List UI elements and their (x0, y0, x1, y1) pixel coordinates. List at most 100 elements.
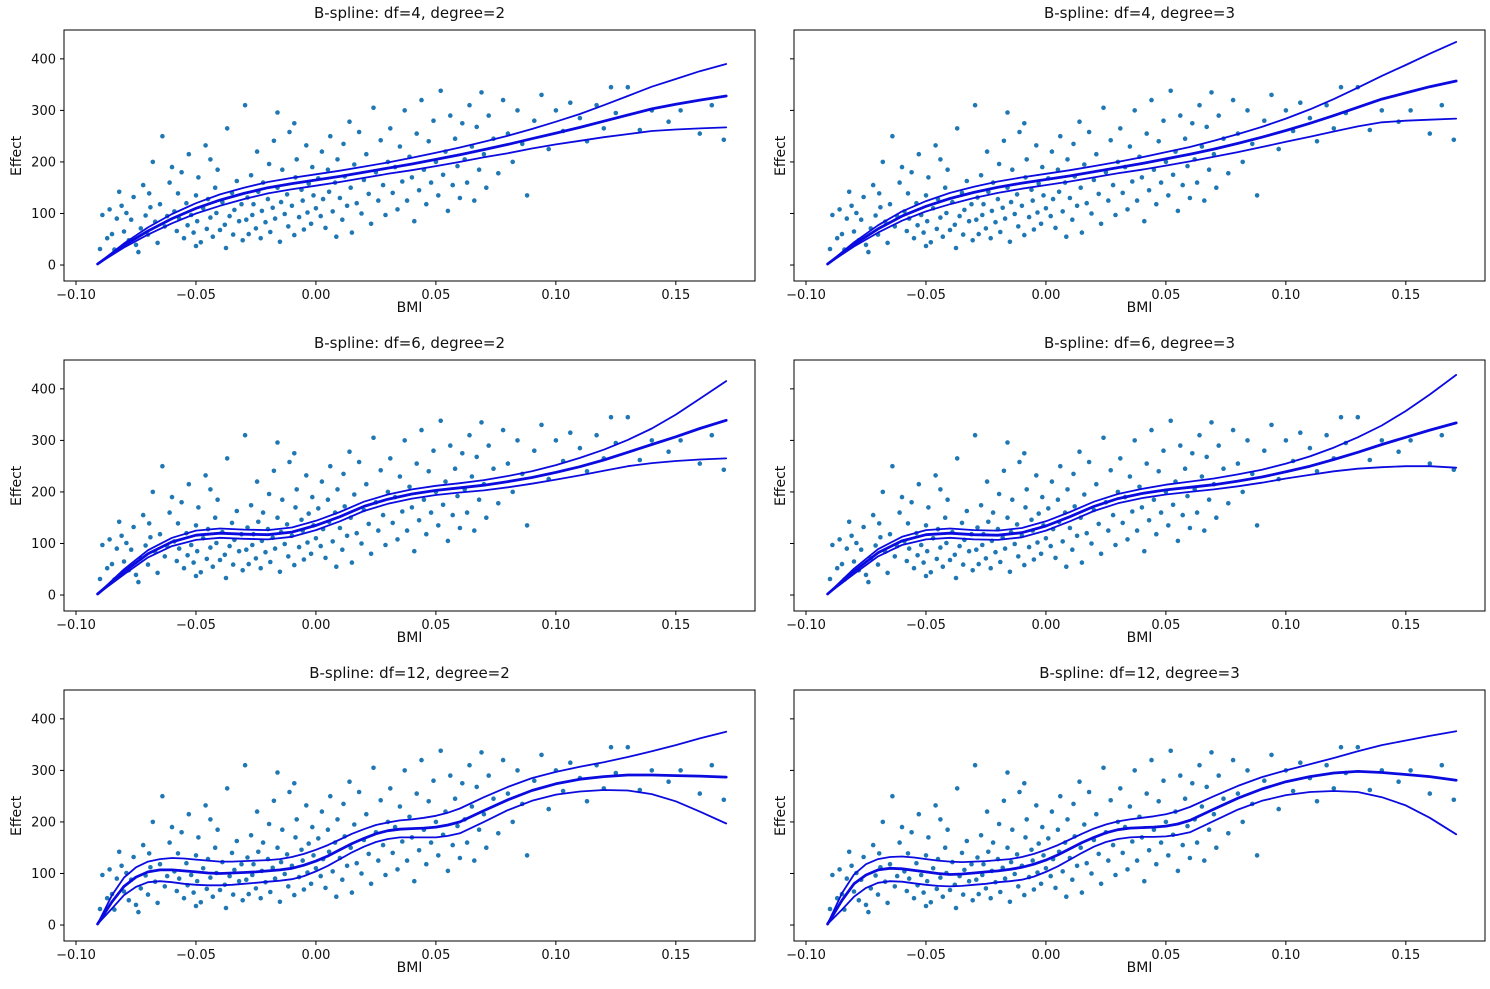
scatter-points (97, 744, 727, 915)
subplot-df6-deg3: −0.10 −0.05 0.00 0.05 0.10 0.15 B-spline: df=… (730, 330, 1490, 660)
svg-text:0.10: 0.10 (1271, 618, 1300, 633)
svg-text:−0.10: −0.10 (56, 288, 96, 303)
subplot-title: B-spline: df=4, degree=3 (1043, 4, 1236, 22)
subplot-df12-deg2: −0.10 −0.05 0.00 0.05 0.10 0.15 0 100 200 300 400 … (0, 660, 760, 989)
spline-fit-line (96, 773, 728, 926)
plot-border (63, 689, 756, 942)
subplot-df4-deg2: −0.10 −0.05 0.00 0.05 0.10 0.15 0 100 200 300 400 … (0, 0, 760, 330)
y-axis-ticks (790, 58, 794, 266)
svg-text:0.10: 0.10 (541, 618, 570, 633)
ci-upper-line (96, 63, 728, 265)
svg-text:100: 100 (31, 207, 56, 222)
svg-text:−0.05: −0.05 (906, 288, 946, 303)
y-axis-ticks: 0 100 200 300 400 (31, 52, 64, 274)
svg-text:0.15: 0.15 (1391, 618, 1420, 633)
x-axis-ticks: −0.10 −0.05 0.00 0.05 0.10 0.15 (56, 941, 690, 963)
spline-fit-line (826, 770, 1458, 926)
y-axis-label: Effect (9, 465, 25, 506)
ci-lower-line (826, 117, 1458, 265)
ci-lower-line (96, 126, 728, 265)
svg-text:0.00: 0.00 (301, 288, 330, 303)
svg-text:−0.10: −0.10 (56, 948, 96, 963)
plot-border (793, 689, 1486, 942)
scatter-points (97, 414, 727, 585)
spline-fit-line (826, 79, 1458, 266)
svg-text:0.15: 0.15 (661, 618, 690, 633)
svg-text:0.15: 0.15 (1391, 948, 1420, 963)
x-axis-label: BMI (396, 630, 423, 646)
subplot-title: B-spline: df=6, degree=3 (1043, 334, 1236, 352)
svg-text:0: 0 (48, 919, 56, 934)
y-axis-ticks (790, 718, 794, 926)
svg-text:0.05: 0.05 (1151, 948, 1180, 963)
svg-text:0.05: 0.05 (1151, 288, 1180, 303)
ci-lower-line (96, 457, 728, 595)
y-axis-ticks: 0 100 200 300 400 (31, 712, 64, 934)
subplot-df4-deg2-canvas: −0.10 −0.05 0.00 0.05 0.10 0.15 0 100 200 300 400 (31, 29, 756, 303)
y-axis-label: Effect (773, 795, 789, 836)
subplot-title: B-spline: df=4, degree=2 (313, 4, 506, 22)
plot-border (793, 359, 1486, 612)
svg-text:200: 200 (31, 815, 56, 830)
subplot-df4-deg3: −0.10 −0.05 0.00 0.05 0.10 0.15 B-spline: df=… (730, 0, 1490, 330)
plot-border (793, 29, 1486, 282)
x-axis-ticks: −0.10 −0.05 0.00 0.05 0.10 0.15 (56, 281, 690, 303)
svg-text:−0.05: −0.05 (176, 948, 216, 963)
x-axis-label: BMI (396, 960, 423, 976)
x-axis-label: BMI (396, 300, 423, 316)
y-axis-label: Effect (773, 135, 789, 176)
svg-text:0: 0 (48, 259, 56, 274)
spline-fit-line (96, 94, 728, 266)
svg-text:0.00: 0.00 (1031, 288, 1060, 303)
subplot-df6-deg2: −0.10 −0.05 0.00 0.05 0.10 0.15 0 100 200 300 400 … (0, 330, 760, 660)
svg-text:0.15: 0.15 (661, 948, 690, 963)
svg-text:0.10: 0.10 (1271, 288, 1300, 303)
svg-text:0.00: 0.00 (301, 618, 330, 633)
subplot-title: B-spline: df=6, degree=2 (313, 334, 506, 352)
svg-text:300: 300 (31, 434, 56, 449)
svg-text:0.05: 0.05 (421, 948, 450, 963)
subplot-df6-deg2-canvas: −0.10 −0.05 0.00 0.05 0.10 0.15 0 100 200 300 400 (31, 359, 756, 633)
svg-text:100: 100 (31, 867, 56, 882)
svg-text:400: 400 (31, 712, 56, 727)
y-axis-ticks: 0 100 200 300 400 (31, 382, 64, 604)
ci-upper-line (96, 380, 728, 595)
svg-text:0.15: 0.15 (1391, 288, 1420, 303)
svg-text:−0.10: −0.10 (786, 948, 826, 963)
ci-upper-line (826, 41, 1458, 265)
x-axis-label: BMI (1126, 630, 1153, 646)
y-axis-label: Effect (773, 465, 789, 506)
subplot-df12-deg3-canvas: −0.10 −0.05 0.00 0.05 0.10 0.15 (786, 689, 1486, 963)
subplot-title: B-spline: df=12, degree=3 (1039, 664, 1240, 682)
svg-text:0.10: 0.10 (541, 948, 570, 963)
svg-text:200: 200 (31, 155, 56, 170)
svg-text:200: 200 (31, 485, 56, 500)
svg-text:0.00: 0.00 (301, 948, 330, 963)
ci-upper-line (826, 730, 1458, 925)
svg-text:300: 300 (31, 764, 56, 779)
svg-text:100: 100 (31, 537, 56, 552)
svg-text:−0.05: −0.05 (176, 288, 216, 303)
ci-lower-line (96, 789, 728, 925)
plot-border (63, 29, 756, 282)
ci-upper-line (96, 730, 728, 925)
svg-text:0.00: 0.00 (1031, 618, 1060, 633)
svg-text:−0.05: −0.05 (906, 618, 946, 633)
subplot-df4-deg3-canvas: −0.10 −0.05 0.00 0.05 0.10 0.15 (786, 29, 1486, 303)
svg-text:0.10: 0.10 (1271, 948, 1300, 963)
svg-text:−0.10: −0.10 (56, 618, 96, 633)
svg-text:0.05: 0.05 (421, 618, 450, 633)
spline-fit-line (96, 418, 728, 596)
ci-lower-line (826, 465, 1458, 595)
x-axis-label: BMI (1126, 300, 1153, 316)
svg-text:−0.10: −0.10 (786, 288, 826, 303)
svg-text:0: 0 (48, 589, 56, 604)
subplot-df6-deg3-canvas: −0.10 −0.05 0.00 0.05 0.10 0.15 (786, 359, 1486, 633)
x-axis-ticks: −0.10 −0.05 0.00 0.05 0.10 0.15 (786, 281, 1420, 303)
scatter-points (827, 414, 1457, 585)
x-axis-ticks: −0.10 −0.05 0.00 0.05 0.10 0.15 (786, 611, 1420, 633)
svg-text:0.10: 0.10 (541, 288, 570, 303)
svg-text:0.00: 0.00 (1031, 948, 1060, 963)
x-axis-ticks: −0.10 −0.05 0.00 0.05 0.10 0.15 (786, 941, 1420, 963)
